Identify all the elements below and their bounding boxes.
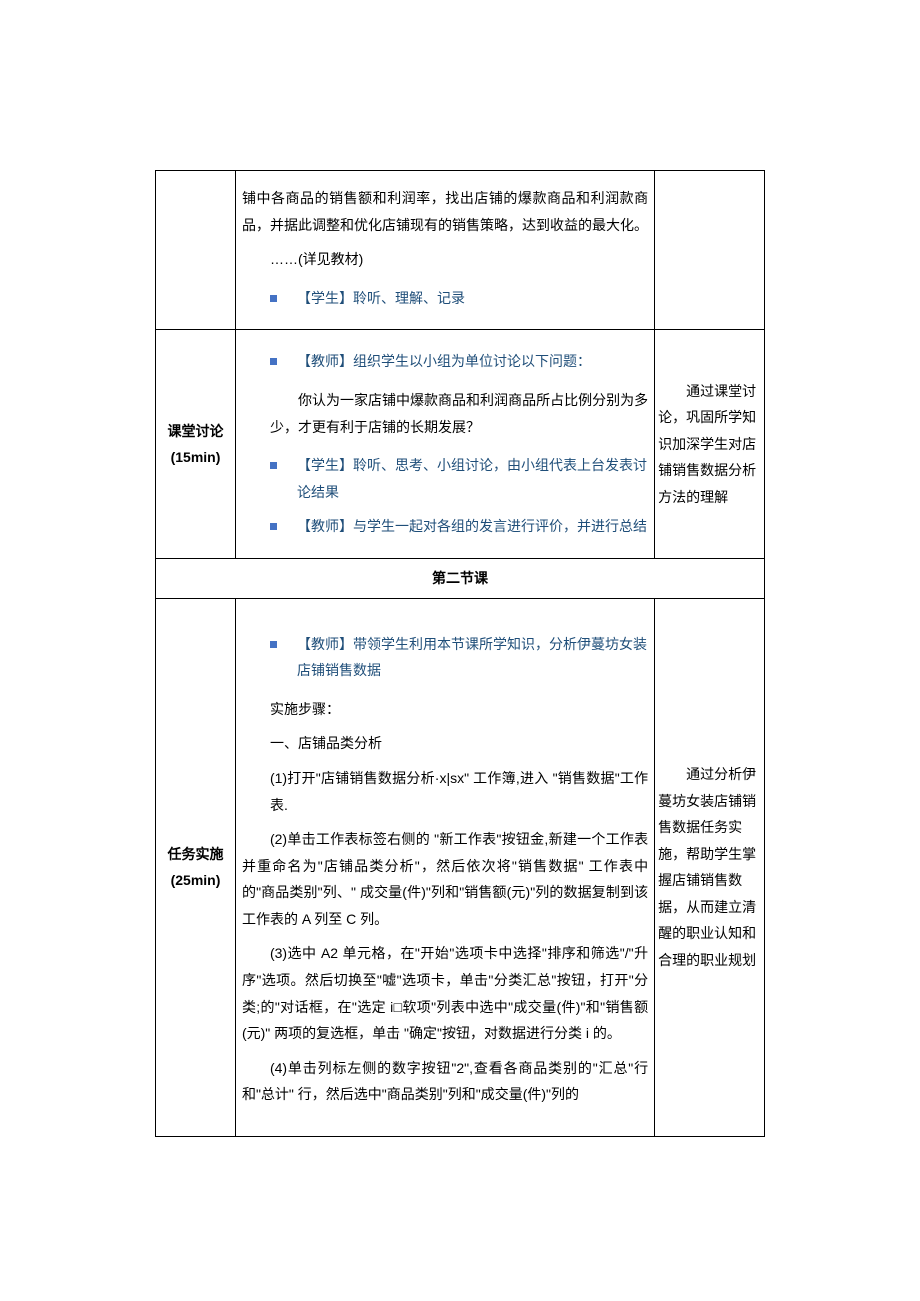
para-row2-3: (1)打开"店铺销售数据分析·x|sx" 工作簿,进入 "销售数据"工作表. (242, 761, 648, 822)
square-bullet-icon (270, 295, 277, 302)
text-right-row2: 通过分析伊蔓坊女装店铺销售数据任务实施，帮助学生掌握店铺销售数据，从而建立清醒的… (658, 761, 761, 974)
para-row2-6: (4)单击列标左侧的数字按钮"2",查看各商品类别的"汇总"行和"总计" 行，然… (242, 1051, 648, 1112)
para-row2-1: 实施步骤： (242, 692, 648, 727)
cell-right-empty (655, 171, 765, 330)
square-bullet-icon (270, 358, 277, 365)
bullet-row1-3: 【教师】与学生一起对各组的发言进行评价，并进行总结 (242, 513, 648, 540)
label-task-time: (25min) (162, 867, 229, 894)
para-row1-1: 你认为一家店铺中爆款商品和利润商品所占比例分别为多少，才更有利于店铺的长期发展？ (242, 383, 648, 444)
cell-right-row1: 通过课堂讨论，巩固所学知识加深学生对店铺销售数据分析方法的理解 (655, 330, 765, 559)
row-task: 任务实施 (25min) 【教师】带领学生利用本节课所学知识，分析伊蔓坊女装店铺… (156, 598, 765, 1137)
para-row2-2: 一、店铺品类分析 (242, 726, 648, 761)
square-bullet-icon (270, 641, 277, 648)
bullet-row1-1: 【教师】组织学生以小组为单位讨论以下问题： (242, 348, 648, 375)
bullet-row2-1: 【教师】带领学生利用本节课所学知识，分析伊蔓坊女装店铺销售数据 (242, 631, 648, 684)
label-discussion-title: 课堂讨论 (162, 418, 229, 445)
cell-left-task: 任务实施 (25min) (156, 598, 236, 1137)
cell-mid-row2: 【教师】带领学生利用本节课所学知识，分析伊蔓坊女装店铺销售数据 实施步骤： 一、… (235, 598, 654, 1137)
bullet-text-row2-1: 【教师】带领学生利用本节课所学知识，分析伊蔓坊女装店铺销售数据 (297, 631, 648, 684)
para-row2-5: (3)选中 A2 单元格，在"开始"选项卡中选择"排序和筛选"/"升序"选项。然… (242, 936, 648, 1050)
bullet-text-row0-1: 【学生】聆听、理解、记录 (297, 285, 465, 312)
section-header-cell: 第二节课 (156, 558, 765, 598)
cell-right-row2: 通过分析伊蔓坊女装店铺销售数据任务实施，帮助学生掌握店铺销售数据，从而建立清醒的… (655, 598, 765, 1137)
square-bullet-icon (270, 523, 277, 530)
label-discussion-time: (15min) (162, 444, 229, 471)
cell-mid-row1: 【教师】组织学生以小组为单位讨论以下问题： 你认为一家店铺中爆款商品和利润商品所… (235, 330, 654, 559)
lesson-plan-table: 铺中各商品的销售额和利润率，找出店铺的爆款商品和利润款商品，并据此调整和优化店铺… (155, 170, 765, 1137)
row-section-header: 第二节课 (156, 558, 765, 598)
para-row0-1: 铺中各商品的销售额和利润率，找出店铺的爆款商品和利润款商品，并据此调整和优化店铺… (242, 181, 648, 242)
cell-left-empty (156, 171, 236, 330)
para-row0-2: ……(详见教材) (242, 242, 648, 277)
square-bullet-icon (270, 462, 277, 469)
row-discussion: 课堂讨论 (15min) 【教师】组织学生以小组为单位讨论以下问题： 你认为一家… (156, 330, 765, 559)
cell-mid-row0: 铺中各商品的销售额和利润率，找出店铺的爆款商品和利润款商品，并据此调整和优化店铺… (235, 171, 654, 330)
label-task-title: 任务实施 (162, 841, 229, 868)
bullet-row1-2: 【学生】聆听、思考、小组讨论，由小组代表上台发表讨论结果 (242, 452, 648, 505)
bullet-text-row1-2: 【学生】聆听、思考、小组讨论，由小组代表上台发表讨论结果 (297, 452, 648, 505)
para-row2-4: (2)单击工作表标签右侧的 "新工作表"按钮金,新建一个工作表并重命名为"店铺品… (242, 822, 648, 936)
bullet-text-row1-1: 【教师】组织学生以小组为单位讨论以下问题： (297, 348, 591, 375)
cell-left-discussion: 课堂讨论 (15min) (156, 330, 236, 559)
row-continuation: 铺中各商品的销售额和利润率，找出店铺的爆款商品和利润款商品，并据此调整和优化店铺… (156, 171, 765, 330)
bullet-row0-1: 【学生】聆听、理解、记录 (242, 285, 648, 312)
bullet-text-row1-3: 【教师】与学生一起对各组的发言进行评价，并进行总结 (297, 513, 647, 540)
text-right-row1: 通过课堂讨论，巩固所学知识加深学生对店铺销售数据分析方法的理解 (658, 378, 761, 511)
